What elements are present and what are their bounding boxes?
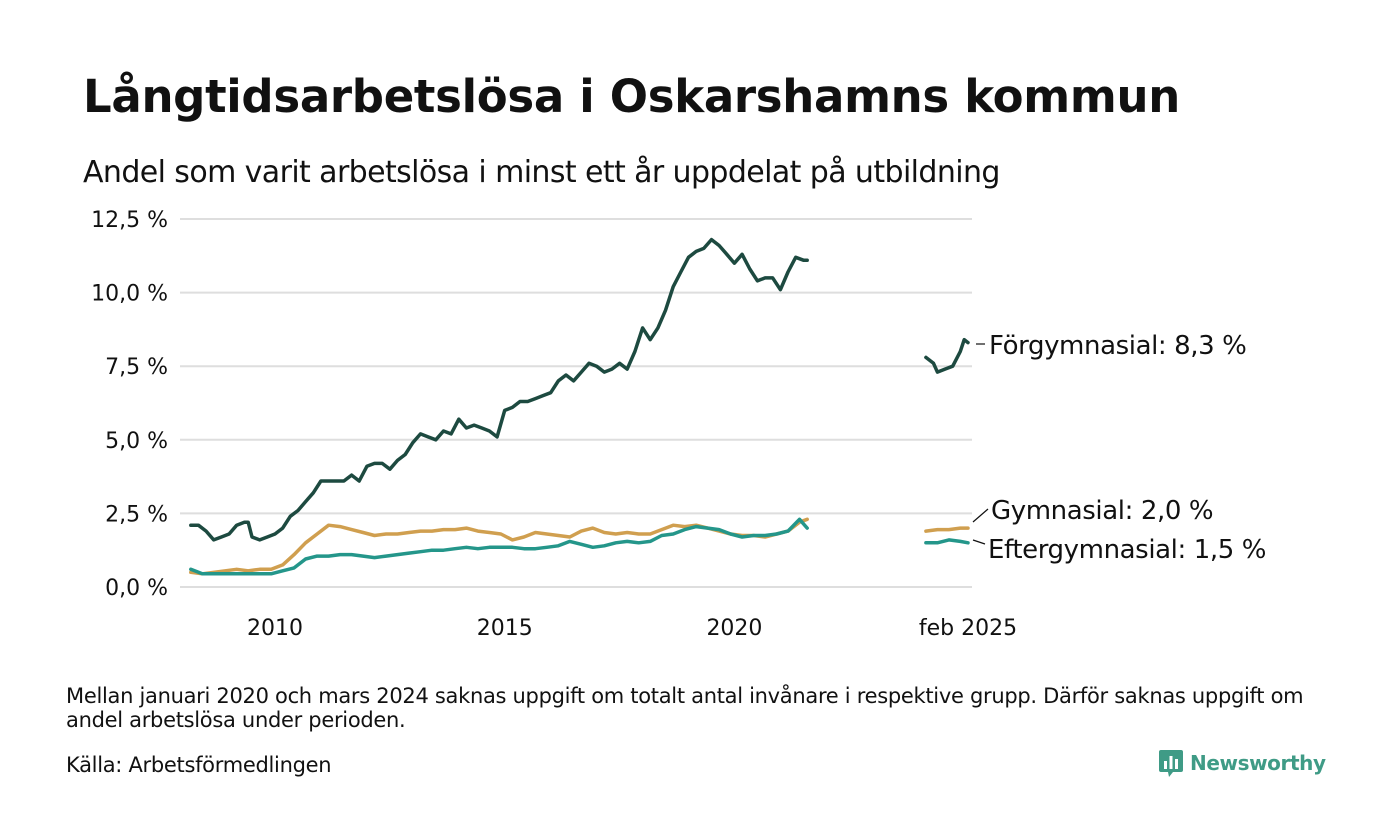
newsworthy-logo: Newsworthy xyxy=(1158,748,1326,778)
y-tick-label: 7,5 % xyxy=(105,355,168,380)
series-line-förgymnasial xyxy=(189,237,809,542)
chart-subtitle: Andel som varit arbetslösa i minst ett å… xyxy=(83,155,1000,190)
y-tick-label: 10,0 % xyxy=(91,282,168,307)
series-end-labels: Förgymnasial: 8,3 % Gymnasial: 2,0 % Efter… xyxy=(972,331,1266,565)
source-note: Källa: Arbetsförmedlingen xyxy=(66,753,332,777)
x-tick-label: 2020 xyxy=(706,616,762,641)
logo-text: Newsworthy xyxy=(1190,751,1326,775)
grid-lines xyxy=(180,218,972,588)
footnote: Mellan januari 2020 och mars 2024 saknas… xyxy=(66,684,1304,732)
x-tick-label: 2015 xyxy=(477,616,533,641)
series-end-label-eftergymnasial: Eftergymnasial: 1,5 % xyxy=(988,535,1266,565)
series-line-gymnasial xyxy=(924,526,970,533)
series-line-eftergymnasial xyxy=(924,538,970,545)
y-tick-label: 2,5 % xyxy=(105,502,168,527)
series-line-eftergymnasial xyxy=(189,517,809,576)
newsworthy-chart-icon xyxy=(1159,750,1183,777)
y-tick-label: 0,0 % xyxy=(105,576,168,601)
line-chart: 12,5 %10,0 %7,5 %5,0 %2,5 %0,0 % 2010 201… xyxy=(91,208,1266,641)
x-tick-label: feb 2025 xyxy=(919,616,1017,641)
y-tick-label: 12,5 % xyxy=(91,208,168,233)
y-tick-label: 5,0 % xyxy=(105,429,168,454)
series-line-förgymnasial xyxy=(924,337,970,374)
x-tick-label: 2010 xyxy=(247,616,303,641)
chart-title: Långtidsarbetslösa i Oskarshamns kommun xyxy=(83,70,1180,123)
label-connector xyxy=(972,508,989,523)
series-end-label-gymnasial: Gymnasial: 2,0 % xyxy=(991,496,1213,526)
series-lines xyxy=(189,237,970,576)
y-axis: 12,5 % 10,0 % 7,5 % 5,0 % 2,5 % 0,0 % xyxy=(91,208,168,601)
x-axis: 2010 2015 2020 feb 2025 xyxy=(247,616,1017,641)
series-end-label-förgymnasial: Förgymnasial: 8,3 % xyxy=(989,331,1246,361)
label-connector xyxy=(972,539,986,545)
